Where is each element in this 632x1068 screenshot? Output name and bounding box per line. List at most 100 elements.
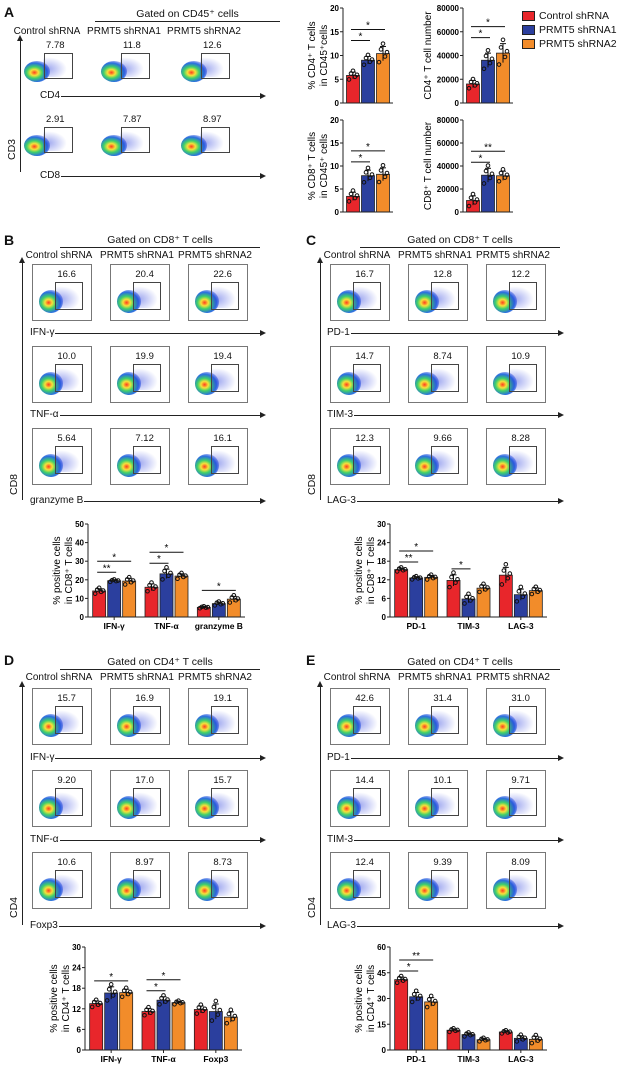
data-point bbox=[415, 996, 421, 1001]
cell-population bbox=[39, 289, 64, 313]
significance-label: * bbox=[154, 982, 158, 993]
data-point bbox=[104, 998, 110, 1003]
bar bbox=[498, 1031, 513, 1051]
y-tick-label: 30 bbox=[72, 943, 81, 952]
bar bbox=[513, 1037, 528, 1051]
data-point bbox=[468, 598, 473, 603]
data-point bbox=[451, 1026, 456, 1031]
x-axis-arrow-line bbox=[30, 333, 262, 334]
data-point bbox=[147, 582, 152, 588]
bar bbox=[89, 1003, 104, 1051]
bar bbox=[424, 1001, 439, 1051]
cell-population bbox=[493, 371, 518, 395]
data-point bbox=[516, 589, 522, 594]
cell-population bbox=[493, 289, 518, 313]
y-tick-label: 80000 bbox=[437, 4, 460, 13]
data-point bbox=[365, 165, 371, 171]
y-tick-label: 60000 bbox=[437, 28, 460, 37]
bar bbox=[361, 175, 375, 213]
gate-percentage: 31.0 bbox=[511, 692, 530, 704]
column-label: PRMT5 shRNA1 bbox=[398, 250, 472, 261]
x-axis-arrow-line bbox=[30, 501, 262, 502]
gate-percentage: 16.6 bbox=[57, 268, 76, 280]
y-tick-label: 30 bbox=[377, 520, 386, 529]
y-axis-label: % positive cells bbox=[354, 536, 365, 604]
y-axis-line bbox=[22, 262, 23, 500]
significance-label: * bbox=[479, 29, 483, 40]
bar bbox=[107, 580, 122, 618]
data-point bbox=[409, 999, 415, 1005]
data-point bbox=[96, 585, 102, 591]
y-tick-label: 20 bbox=[330, 4, 339, 13]
gate-percentage: 22.6 bbox=[213, 268, 232, 280]
y-tick-label: 40000 bbox=[437, 162, 460, 171]
bar bbox=[122, 580, 137, 618]
flow-plot: 10.1 bbox=[408, 770, 468, 827]
data-point bbox=[108, 982, 114, 987]
y-axis-label: % CD4⁺ T cells bbox=[307, 21, 318, 89]
x-axis-arrow-icon bbox=[260, 923, 266, 929]
significance-label: * bbox=[165, 543, 169, 554]
data-point bbox=[106, 986, 112, 992]
data-point bbox=[487, 175, 493, 181]
data-point bbox=[535, 1038, 541, 1043]
data-point bbox=[432, 998, 438, 1004]
data-point bbox=[462, 601, 467, 606]
data-point bbox=[470, 76, 476, 82]
legend-item-control: Control shRNA bbox=[522, 9, 617, 23]
cell-population bbox=[337, 713, 362, 737]
y-tick-label: 80000 bbox=[437, 116, 460, 125]
data-point bbox=[202, 1006, 208, 1012]
scatter-tail bbox=[134, 367, 158, 390]
gate-percentage: 20.4 bbox=[135, 268, 154, 280]
cell-population bbox=[415, 713, 440, 737]
data-point bbox=[224, 1020, 230, 1026]
bar bbox=[496, 52, 510, 104]
flow-plot: 7.12 bbox=[110, 428, 170, 485]
data-point bbox=[426, 997, 432, 1002]
data-point bbox=[376, 179, 382, 185]
y-axis-arrow-icon bbox=[317, 257, 323, 263]
significance-label: * bbox=[414, 542, 418, 553]
data-point bbox=[455, 1027, 460, 1033]
data-point bbox=[396, 566, 402, 571]
category-label: granzyme B bbox=[195, 621, 243, 631]
x-axis-arrow-line bbox=[327, 501, 560, 502]
data-point bbox=[214, 600, 220, 606]
data-point bbox=[472, 83, 478, 88]
x-axis-marker: PD-1 bbox=[327, 752, 351, 763]
data-point bbox=[203, 605, 209, 610]
gate-percentage: 19.4 bbox=[213, 350, 232, 362]
cell-population bbox=[24, 60, 51, 82]
significance-label: * bbox=[359, 153, 363, 164]
data-point bbox=[424, 1004, 430, 1010]
flow-plot: 17.0 bbox=[110, 770, 170, 827]
data-point bbox=[520, 1037, 526, 1042]
cell-population bbox=[39, 713, 64, 737]
data-point bbox=[470, 1031, 475, 1037]
category-label: TNF-α bbox=[151, 1054, 176, 1064]
panel-label: E bbox=[306, 652, 316, 668]
flow-plot: 8.09 bbox=[486, 852, 546, 909]
flow-plot: 16.6 bbox=[32, 264, 92, 321]
x-axis-arrow-line bbox=[327, 926, 560, 927]
data-point bbox=[483, 1037, 488, 1043]
data-point bbox=[93, 997, 99, 1003]
gate-percentage: 7.78 bbox=[46, 40, 65, 51]
data-point bbox=[507, 571, 513, 576]
cell-population bbox=[39, 371, 64, 395]
scatter-tail bbox=[212, 709, 236, 732]
data-point bbox=[489, 171, 495, 177]
gate-percentage: 10.6 bbox=[57, 856, 76, 868]
significance-label: * bbox=[366, 142, 370, 153]
y-tick-label: 40 bbox=[75, 539, 84, 548]
gate-percentage: 7.12 bbox=[135, 432, 154, 444]
cell-population bbox=[493, 795, 518, 819]
data-point bbox=[466, 591, 471, 597]
flow-plot: 7.78 bbox=[20, 38, 82, 88]
gate-rectangle bbox=[55, 869, 84, 898]
gate-rectangle bbox=[509, 705, 538, 734]
data-point bbox=[382, 54, 388, 59]
gate-percentage: 15.7 bbox=[57, 692, 76, 704]
data-point bbox=[535, 589, 541, 595]
